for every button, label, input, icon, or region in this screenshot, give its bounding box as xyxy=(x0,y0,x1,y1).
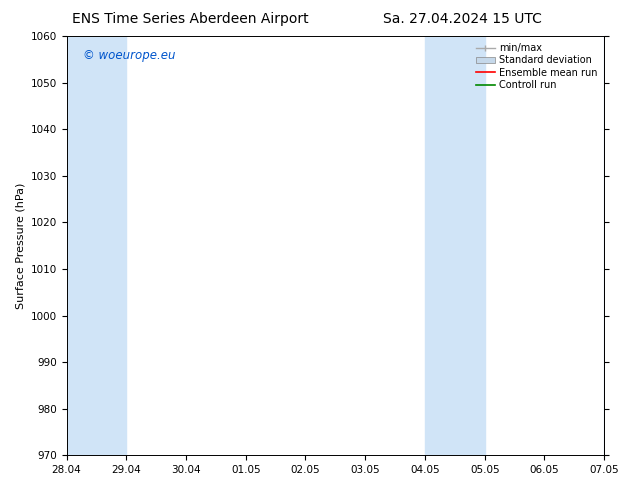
Bar xyxy=(67,36,126,455)
Text: © woeurope.eu: © woeurope.eu xyxy=(82,49,175,62)
Text: ENS Time Series Aberdeen Airport: ENS Time Series Aberdeen Airport xyxy=(72,12,309,26)
Text: Sa. 27.04.2024 15 UTC: Sa. 27.04.2024 15 UTC xyxy=(384,12,542,26)
Bar xyxy=(604,36,634,455)
Bar xyxy=(425,36,485,455)
Legend: min/max, Standard deviation, Ensemble mean run, Controll run: min/max, Standard deviation, Ensemble me… xyxy=(474,41,599,92)
Y-axis label: Surface Pressure (hPa): Surface Pressure (hPa) xyxy=(15,183,25,309)
